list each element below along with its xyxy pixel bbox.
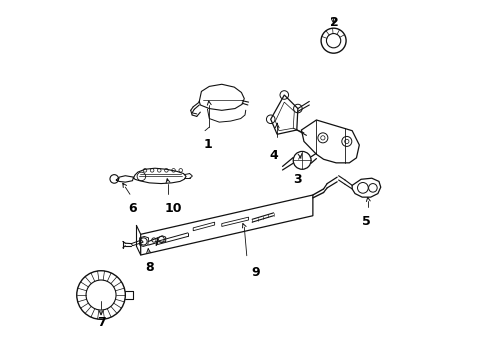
Text: 6: 6 (128, 202, 137, 215)
Text: 4: 4 (269, 149, 278, 162)
Text: 3: 3 (294, 173, 302, 186)
Text: 1: 1 (203, 138, 212, 151)
Text: 10: 10 (164, 202, 182, 215)
Text: 2: 2 (330, 17, 339, 30)
Text: 9: 9 (251, 266, 260, 279)
Text: 7: 7 (97, 316, 106, 329)
Text: 8: 8 (145, 261, 153, 274)
Text: 5: 5 (362, 215, 371, 228)
